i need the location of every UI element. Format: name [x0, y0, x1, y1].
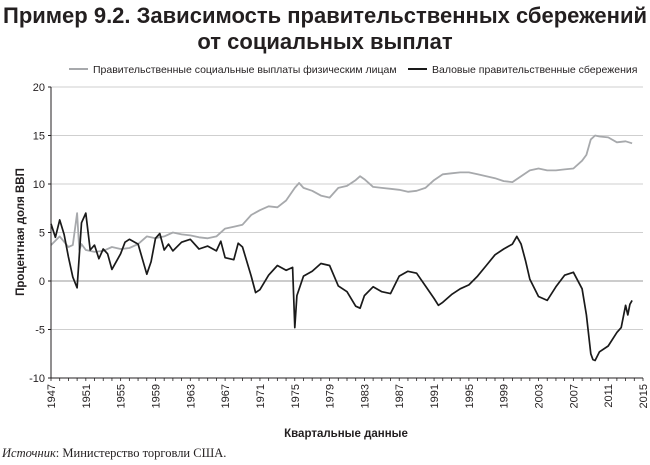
y-tick-label-15: 15: [33, 131, 45, 143]
x-tick-label-1983: 1983: [359, 384, 371, 408]
x-tick-labels: 1947 1951 1955 1959 1963 1967 1971 1975 1979 1983…: [46, 378, 650, 408]
x-tick-label-1967: 1967: [220, 384, 232, 408]
series-lines: [50, 134, 633, 362]
y-tick-labels: -10 -5 0 5 10 15 20: [29, 82, 51, 385]
x-tick-label-1995: 1995: [464, 384, 476, 408]
x-tick-label-2011: 2011: [603, 384, 615, 408]
x-tick-label-1971: 1971: [255, 384, 267, 408]
x-tick-label-2015: 2015: [638, 384, 650, 408]
legend-label-savings: Валовые правительственные сбережения: [432, 64, 637, 76]
source-text: : Министерство торговли США.: [55, 446, 227, 460]
x-tick-label-1999: 1999: [499, 384, 511, 408]
x-tick-label-1979: 1979: [325, 384, 337, 408]
y-tick-label--5: -5: [35, 325, 45, 337]
x-tick-label-1947: 1947: [46, 384, 58, 408]
x-tick-label-1963: 1963: [185, 384, 197, 408]
legend-background: [62, 59, 646, 79]
legend: Правительственные социальные выплаты физ…: [62, 59, 646, 79]
source-note: Источник: Министерство торговли США.: [2, 446, 226, 461]
legend-label-transfers: Правительственные социальные выплаты физ…: [93, 64, 397, 76]
y-tick-label-0: 0: [39, 276, 45, 288]
x-tick-label-1991: 1991: [429, 384, 441, 408]
x-tick-label-1955: 1955: [116, 384, 128, 408]
x-tick-label-2003: 2003: [534, 384, 546, 408]
chart-title-line-2: от социальных выплат: [197, 29, 453, 54]
y-tick-label-10: 10: [33, 179, 45, 191]
series-line-transfers: [50, 134, 633, 253]
x-tick-label-1959: 1959: [150, 384, 162, 408]
chart-title-line-1: Пример 9.2. Зависимость правительственны…: [3, 3, 647, 28]
x-tick-label-1975: 1975: [290, 384, 302, 408]
series-line-savings: [50, 212, 633, 362]
y-axis-title: Процентная доля ВВП: [15, 168, 27, 296]
x-tick-label-2007: 2007: [568, 384, 580, 408]
x-axis-title: Квартальные данные: [284, 428, 408, 440]
y-tick-label-20: 20: [33, 82, 45, 94]
y-tick-label--10: -10: [29, 373, 45, 385]
x-tick-label-1951: 1951: [81, 384, 93, 408]
grid-lines: [51, 86, 643, 379]
x-tick-label-1987: 1987: [394, 384, 406, 408]
y-tick-label-5: 5: [39, 228, 45, 240]
source-label: Источник: [2, 446, 56, 460]
